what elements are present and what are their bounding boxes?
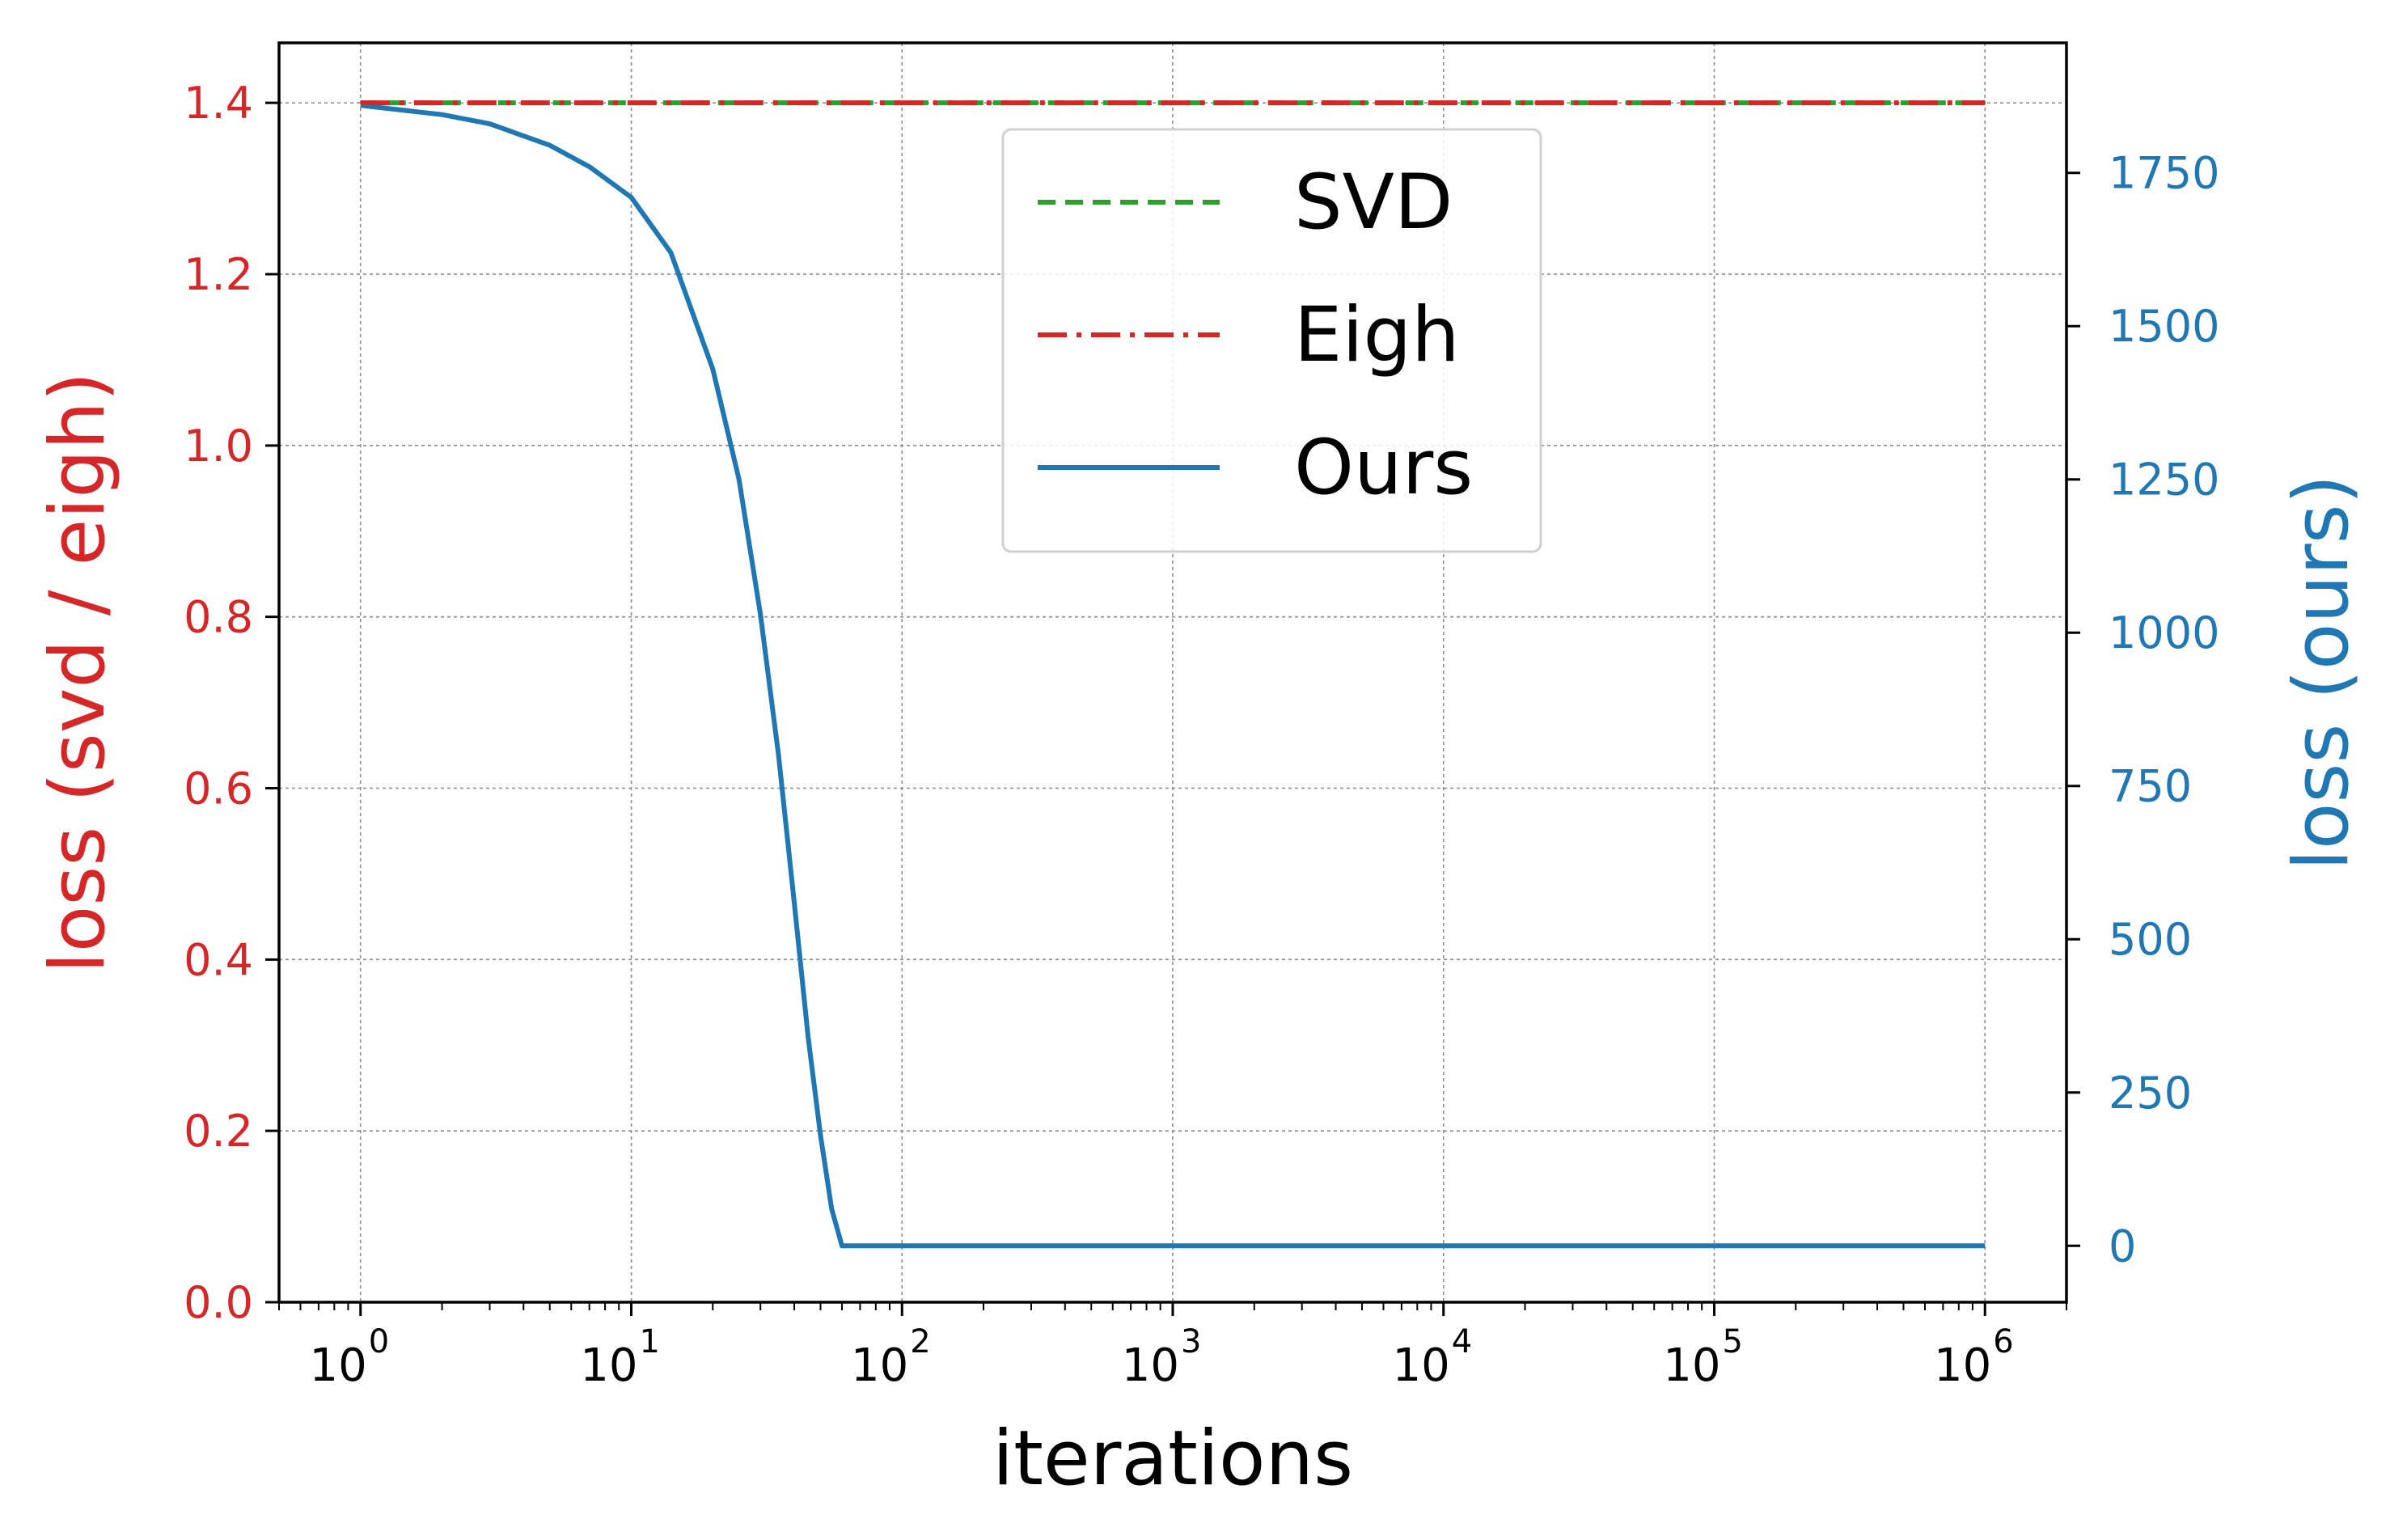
legend-label-ours: Ours xyxy=(1294,424,1473,512)
x-tick-base: 10 xyxy=(310,1339,367,1392)
right-y-tick-label: 250 xyxy=(2109,1068,2192,1119)
right-y-tick-label: 1750 xyxy=(2109,148,2219,199)
left-y-tick-label: 0.6 xyxy=(184,763,253,814)
right-y-tick-label: 1500 xyxy=(2109,301,2219,352)
legend: SVD Eigh Ours xyxy=(1001,128,1542,553)
x-tick-label: 10 0 xyxy=(310,1323,390,1392)
x-tick-base: 10 xyxy=(1392,1339,1449,1392)
legend-label-eigh: Eigh xyxy=(1294,291,1460,379)
left-y-tick-label: 0.8 xyxy=(184,592,253,643)
series-line-ours xyxy=(360,103,1986,1249)
left-y-tick-label: 0.4 xyxy=(184,934,253,985)
x-tick-label: 10 6 xyxy=(1934,1323,2014,1392)
legend-label-svd: SVD xyxy=(1294,159,1453,247)
x-tick-exponent: 0 xyxy=(369,1323,389,1360)
legend-frame xyxy=(1001,128,1542,553)
left-y-tick-label: 0.2 xyxy=(184,1106,253,1157)
x-tick-label: 10 2 xyxy=(851,1323,931,1392)
x-tick-exponent: 4 xyxy=(1452,1323,1472,1360)
right-y-tick-label: 0 xyxy=(2109,1221,2136,1271)
x-axis-label: iterations xyxy=(992,1415,1353,1503)
left-y-tick-label: 1.0 xyxy=(184,421,253,472)
x-tick-label: 10 1 xyxy=(580,1323,660,1392)
left-y-axis-label: loss (svd / eigh) xyxy=(34,372,122,974)
right-y-tick-label: 750 xyxy=(2109,761,2192,812)
x-tick-exponent: 3 xyxy=(1181,1323,1201,1360)
x-tick-base: 10 xyxy=(580,1339,637,1392)
x-tick-label: 10 3 xyxy=(1122,1323,1202,1392)
x-tick-exponent: 1 xyxy=(640,1323,660,1360)
x-tick-label: 10 4 xyxy=(1392,1323,1472,1392)
right-y-axis-label: loss (ours) xyxy=(2278,475,2366,871)
right-y-tick-label: 500 xyxy=(2109,914,2192,965)
x-tick-base: 10 xyxy=(1122,1339,1179,1392)
x-tick-base: 10 xyxy=(1934,1339,1991,1392)
x-tick-base: 10 xyxy=(1663,1339,1720,1392)
x-tick-exponent: 2 xyxy=(910,1323,930,1360)
x-tick-base: 10 xyxy=(851,1339,908,1392)
right-y-tick-label: 1250 xyxy=(2109,455,2219,506)
left-y-tick-label: 1.4 xyxy=(184,78,253,129)
x-tick-exponent: 6 xyxy=(1993,1323,2013,1360)
left-y-tick-label: 1.2 xyxy=(184,249,253,300)
plot-series xyxy=(360,100,1986,1249)
right-y-tick-label: 1000 xyxy=(2109,607,2219,658)
x-tick-exponent: 5 xyxy=(1722,1323,1742,1360)
left-y-tick-label: 0.0 xyxy=(184,1277,253,1328)
axes: 10 0 10 1 10 2 10 3 10 4 10 5 10 60.00.20.40.60.81.01… xyxy=(184,78,2219,1392)
x-tick-label: 10 5 xyxy=(1663,1323,1743,1392)
